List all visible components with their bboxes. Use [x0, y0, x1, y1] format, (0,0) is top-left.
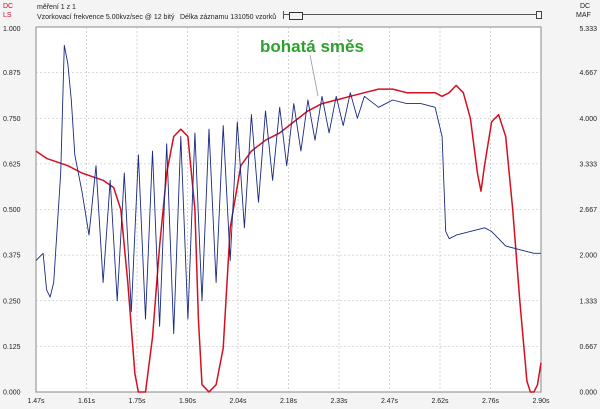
right-axis-bottom-label: MAF — [576, 12, 591, 19]
scrollbar-left-edge — [283, 11, 287, 19]
x-tick-label: 1.47s — [27, 398, 45, 405]
series-line-ls — [35, 84, 542, 393]
left-tick-label: 0.500 — [3, 207, 21, 214]
grid-lines — [36, 27, 541, 392]
record-length-label: Délka záznamu 131050 vzorků — [180, 14, 277, 21]
right-axis-ticks: 5.333 4.667 4.000 3.333 2.667 2.000 1.333 0.667… — [579, 26, 597, 397]
chart-header: DC LS měření 1 z 1 Vzorkovací frekvence … — [0, 0, 600, 26]
x-tick-label: 2.33s — [330, 398, 348, 405]
right-tick-label: 3.333 — [579, 161, 597, 168]
left-tick-label: 0.625 — [3, 161, 21, 168]
annotation-pointer — [309, 54, 319, 97]
x-tick-label: 2.90s — [532, 398, 550, 405]
x-tick-label: 2.04s — [229, 398, 247, 405]
right-tick-label: 4.000 — [579, 116, 597, 123]
left-axis-ticks: 1.000 0.875 0.750 0.625 0.500 0.375 0.250 0.125… — [3, 26, 21, 397]
x-tick-label: 2.47s — [381, 398, 399, 405]
x-tick-label: 2.62s — [431, 398, 449, 405]
right-tick-label: 5.333 — [579, 26, 597, 33]
right-tick-label: 1.333 — [579, 298, 597, 305]
right-tick-label: 4.667 — [579, 70, 597, 77]
right-axis-top-label: DC — [580, 3, 591, 10]
left-axis-bottom-label: LS — [3, 12, 12, 19]
series-layer — [35, 44, 542, 393]
left-axis-top-label: DC — [3, 3, 14, 10]
left-tick-label: 0.375 — [3, 253, 21, 260]
series-line-maf — [35, 44, 541, 335]
left-tick-label: 0.250 — [3, 298, 21, 305]
right-tick-label: 0.667 — [579, 344, 597, 351]
x-tick-label: 1.90s — [179, 398, 197, 405]
x-tick-label: 2.18s — [280, 398, 298, 405]
x-axis-ticks: 1.47s 1.61s 1.75s 1.90s 2.04s 2.18s 2.33s 2.47s… — [27, 398, 550, 405]
record-label: měření 1 z 1 — [37, 4, 76, 11]
left-tick-label: 0.750 — [3, 116, 21, 123]
x-tick-label: 1.61s — [78, 398, 96, 405]
scrollbar-end-handle[interactable] — [536, 11, 542, 19]
right-tick-label: 2.667 — [579, 207, 597, 214]
left-tick-label: 0.125 — [3, 344, 21, 351]
scrollbar-thumb[interactable] — [289, 12, 303, 20]
left-tick-label: 0.000 — [3, 390, 21, 397]
record-scrollbar[interactable] — [283, 14, 541, 19]
right-tick-label: 2.000 — [579, 253, 597, 260]
left-tick-label: 1.000 — [3, 26, 21, 33]
annotation-bohata-smes: bohatá směs — [260, 37, 364, 56]
x-tick-label: 2.76s — [482, 398, 500, 405]
x-tick-label: 1.75s — [128, 398, 146, 405]
left-tick-label: 0.875 — [3, 70, 21, 77]
right-tick-label: 0.000 — [579, 390, 597, 397]
sampling-rate-label: Vzorkovací frekvence 5.00kvz/sec @ 12 bi… — [37, 14, 175, 21]
